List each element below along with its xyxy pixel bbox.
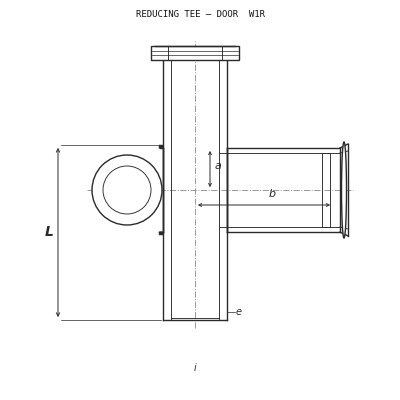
Text: e: e	[236, 307, 242, 317]
Text: L: L	[44, 226, 54, 240]
Text: REDUCING TEE – DOOR  W1R: REDUCING TEE – DOOR W1R	[136, 10, 264, 19]
Ellipse shape	[92, 155, 162, 225]
Ellipse shape	[342, 142, 346, 238]
Text: a: a	[215, 161, 222, 171]
Bar	[151, 46, 239, 60]
Text: i: i	[194, 363, 196, 373]
Text: b: b	[268, 189, 276, 199]
